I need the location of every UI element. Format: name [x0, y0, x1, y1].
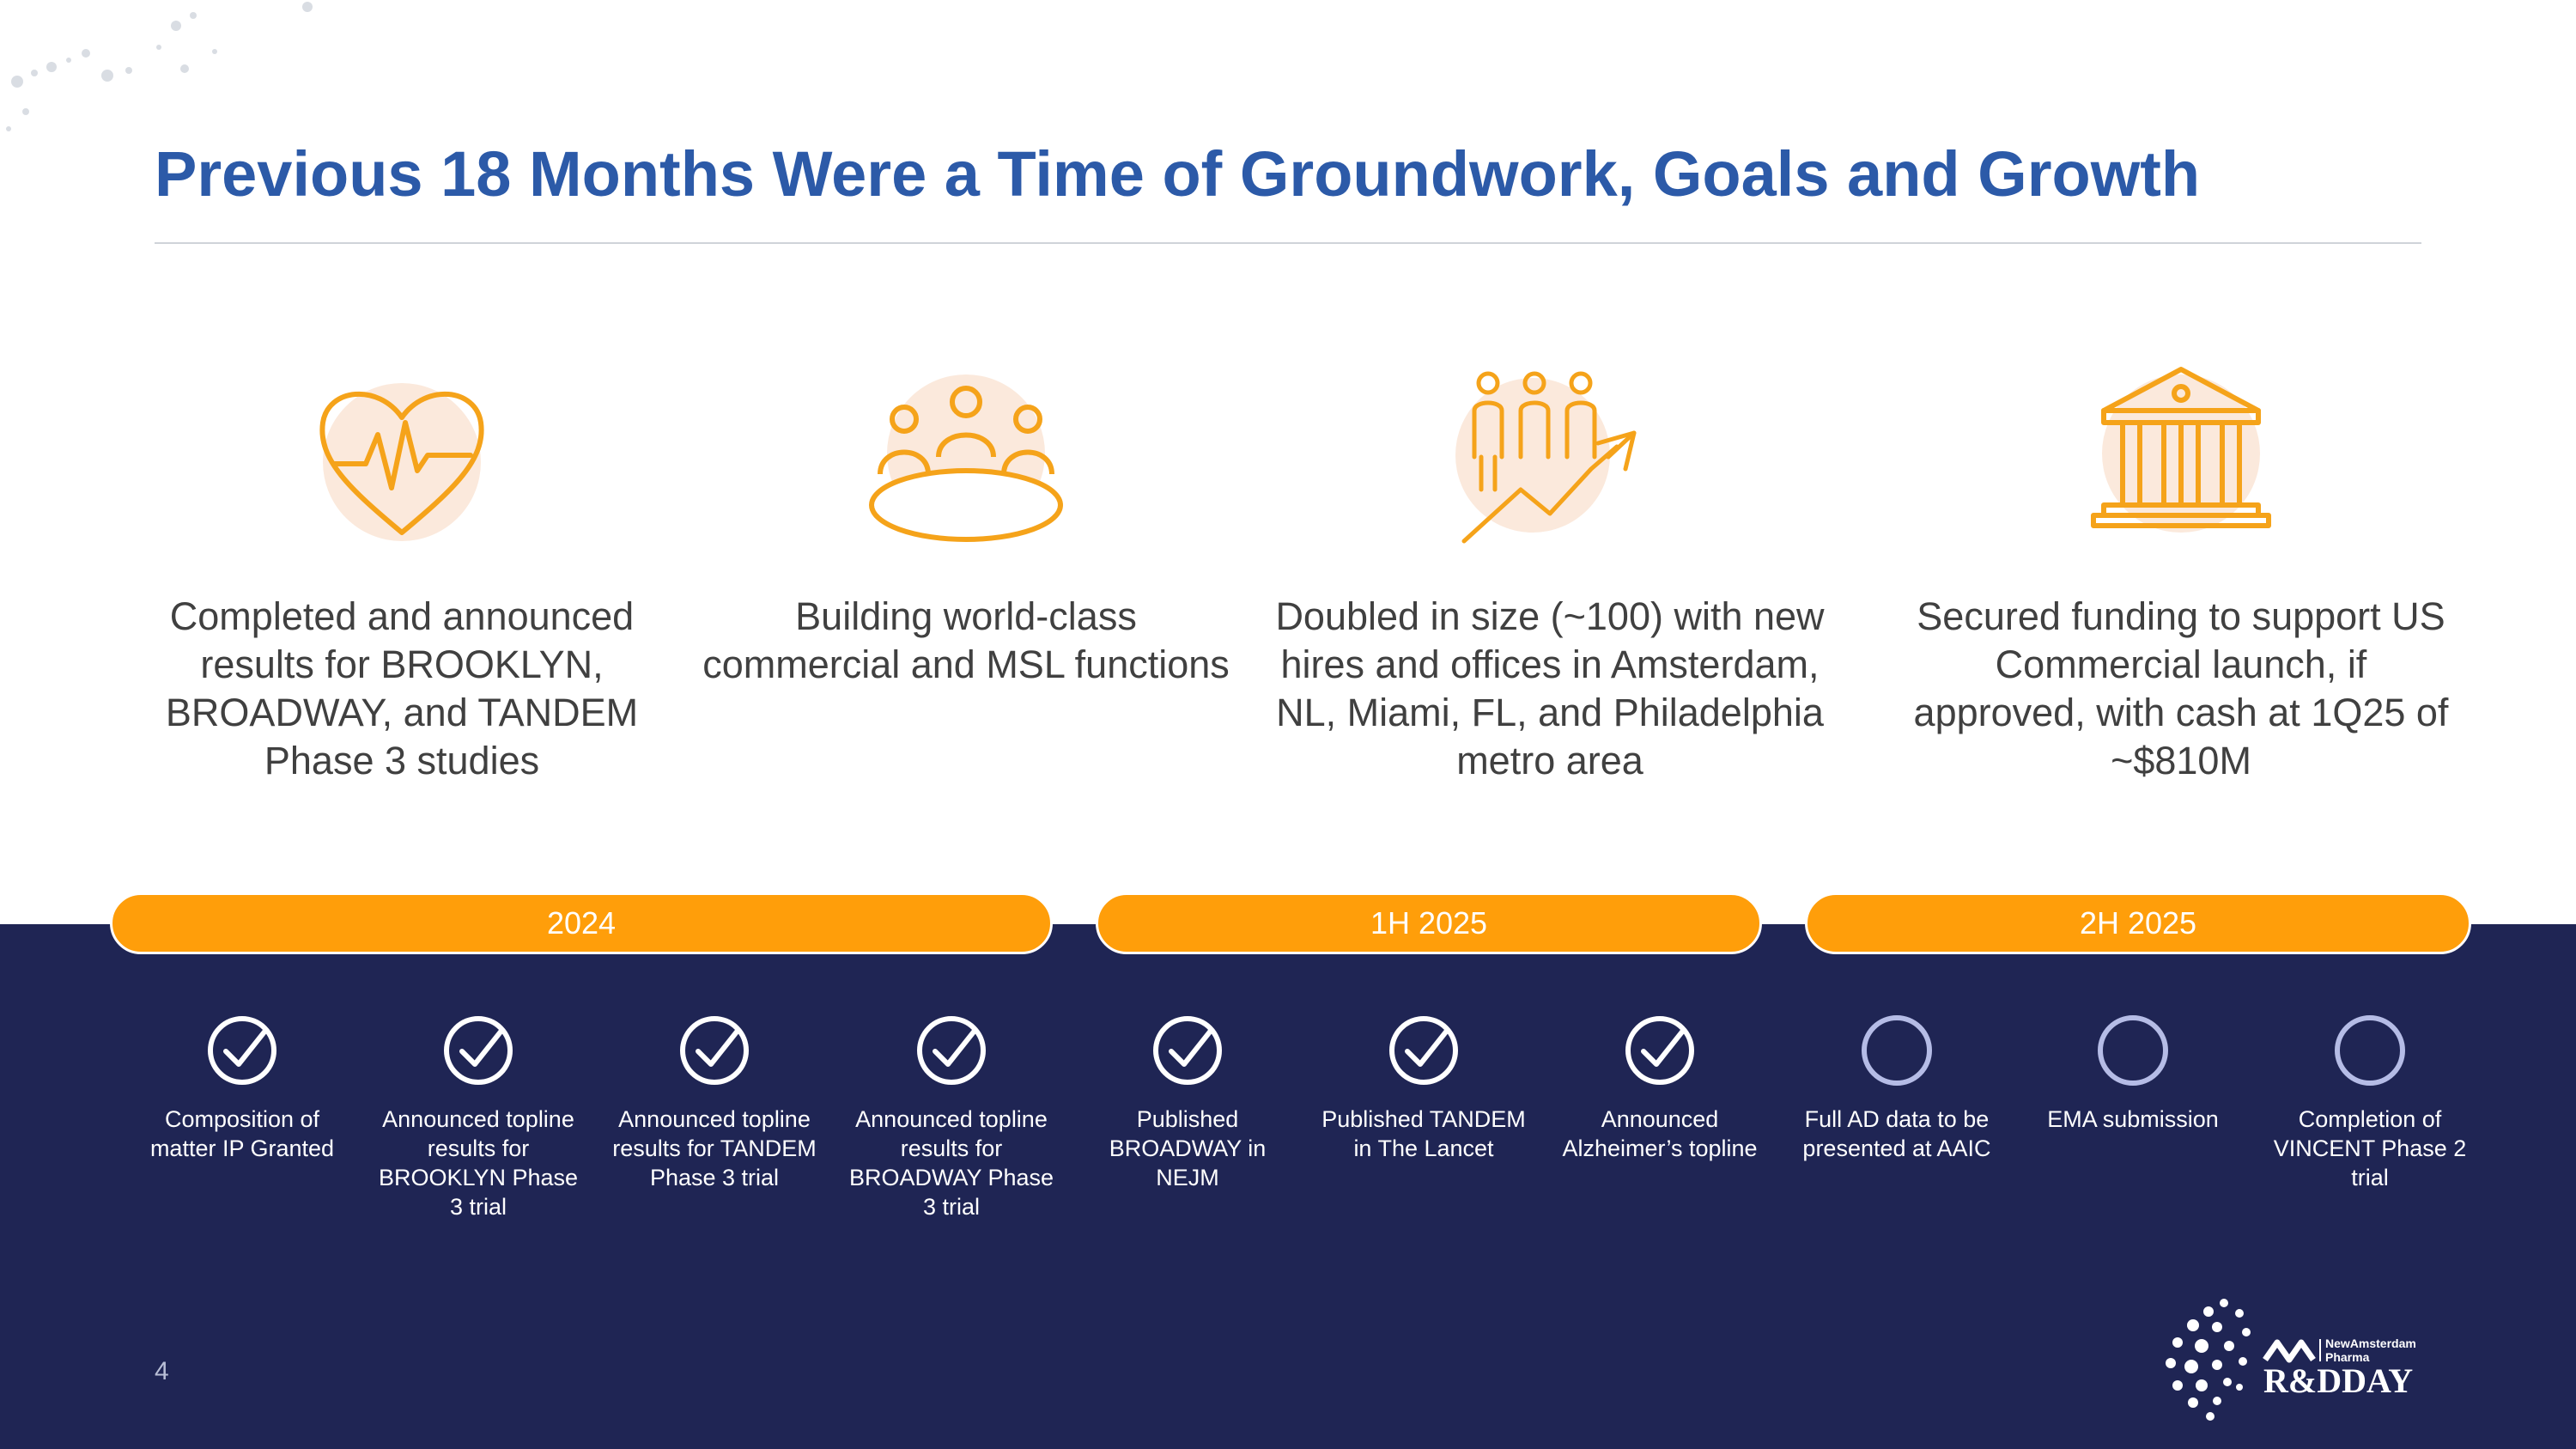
period-label: 2H 2025 — [2079, 905, 2197, 941]
pillar-text: Secured funding to support US Commercial… — [1913, 594, 2449, 782]
period-2h-2025: 2H 2025 — [1805, 892, 2471, 954]
milestone-label: EMA submission — [2047, 1106, 2219, 1132]
pillar-commercial: Building world-class commercial and MSL … — [691, 361, 1241, 689]
milestone-item: Published TANDEM in The Lancet — [1321, 1014, 1527, 1163]
milestone-item: Announced topline results for BROOKLYN P… — [375, 1014, 581, 1221]
empty-circle-icon — [1862, 1015, 1932, 1086]
milestone-item: Announced topline results for TANDEM Pha… — [611, 1014, 817, 1192]
title-divider — [155, 242, 2421, 244]
empty-circle-icon — [2098, 1015, 2168, 1086]
milestone-label: Announced topline results for TANDEM Pha… — [612, 1106, 817, 1190]
pillar-funding: Secured funding to support US Commercial… — [1906, 361, 2456, 785]
milestone-label: Full AD data to be presented at AAIC — [1802, 1106, 1991, 1161]
milestone-label: Completion of VINCENT Phase 2 trial — [2273, 1106, 2467, 1190]
page-number: 4 — [155, 1357, 169, 1385]
pillar-text: Completed and announced results for BROO… — [165, 594, 639, 782]
team-table-icon — [869, 374, 1063, 542]
slide-title: Previous 18 Months Were a Time of Ground… — [155, 138, 2201, 210]
milestone-item: Announced topline results for BROADWAY P… — [848, 1014, 1054, 1221]
people-growth-icon — [1455, 371, 1637, 544]
check-circle-icon — [1389, 1016, 1458, 1085]
pillar-clinical-results: Completed and announced results for BROO… — [127, 361, 677, 785]
check-circle-icon — [1625, 1016, 1694, 1085]
timeline-band — [0, 924, 2576, 1449]
bank-building-icon — [2091, 367, 2271, 533]
pillar-growth: Doubled in size (~100) with new hires an… — [1275, 361, 1825, 785]
pillar-text: Doubled in size (~100) with new hires an… — [1275, 594, 1825, 782]
milestone-item: Completion of VINCENT Phase 2 trial — [2267, 1014, 2473, 1192]
empty-circle-icon — [2335, 1015, 2405, 1086]
newamsterdam-logo: NewAmsterdam Pharma R&DDAY — [2166, 1299, 2416, 1421]
svg-text:R&DDAY: R&DDAY — [2263, 1361, 2413, 1400]
period-label: 1H 2025 — [1370, 905, 1488, 941]
check-circle-icon — [1153, 1016, 1222, 1085]
milestone-item: Composition of matter IP Granted — [139, 1014, 345, 1163]
check-circle-icon — [208, 1016, 276, 1085]
heart-pulse-icon — [319, 383, 484, 541]
milestone-label: Announced topline results for BROADWAY P… — [848, 1106, 1054, 1220]
svg-text:Pharma: Pharma — [2325, 1350, 2370, 1364]
pillar-text: Building world-class commercial and MSL … — [702, 594, 1230, 686]
milestone-item: Announced Alzheimer’s topline — [1557, 1014, 1763, 1163]
milestone-label: Published TANDEM in The Lancet — [1321, 1106, 1526, 1161]
milestone-item: Full AD data to be presented at AAIC — [1794, 1014, 2000, 1163]
check-circle-icon — [917, 1016, 986, 1085]
svg-text:NewAmsterdam: NewAmsterdam — [2325, 1336, 2416, 1350]
milestone-label: Published BROADWAY in NEJM — [1109, 1106, 1267, 1190]
milestone-label: Announced topline results for BROOKLYN P… — [378, 1106, 579, 1220]
milestone-label: Announced Alzheimer’s topline — [1562, 1106, 1758, 1161]
milestone-item: Published BROADWAY in NEJM — [1084, 1014, 1291, 1192]
period-1h-2025: 1H 2025 — [1096, 892, 1762, 954]
period-2024: 2024 — [110, 892, 1053, 954]
check-circle-icon — [680, 1016, 749, 1085]
decorative-dots — [6, 2, 313, 131]
milestone-label: Composition of matter IP Granted — [149, 1106, 335, 1161]
milestone-item: EMA submission — [2030, 1014, 2236, 1134]
check-circle-icon — [444, 1016, 513, 1085]
period-label: 2024 — [546, 905, 617, 941]
